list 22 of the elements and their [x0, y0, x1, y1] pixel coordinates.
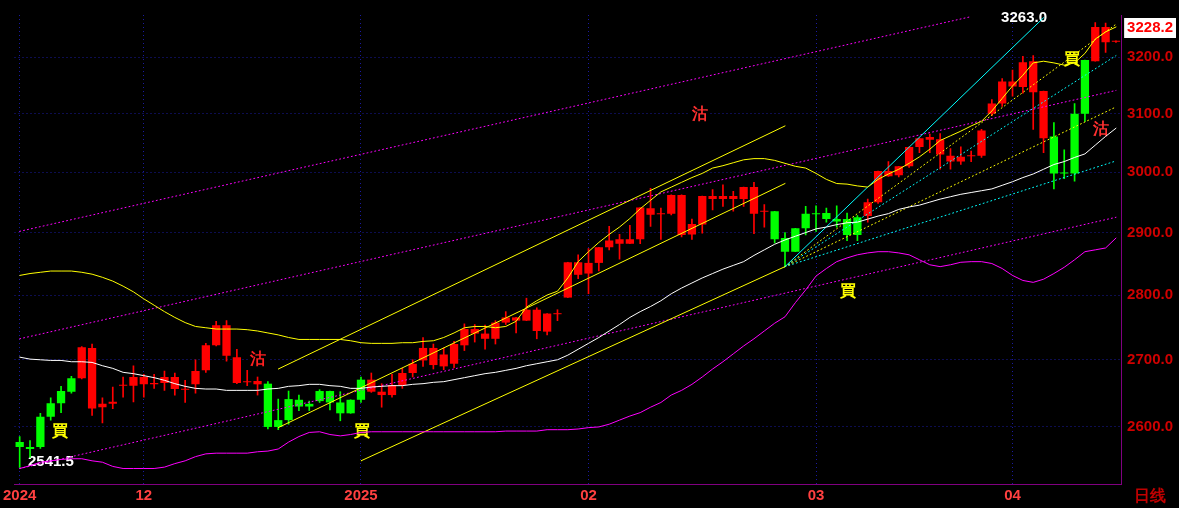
y-tick-label: 2800.0	[1127, 285, 1174, 303]
annotation: 沽	[249, 349, 266, 369]
y-tick-label: 2700.0	[1127, 349, 1174, 367]
annotation: 沽	[691, 104, 708, 124]
y-tick-label: 2900.0	[1127, 222, 1174, 240]
y-tick-label: 2600.0	[1127, 417, 1174, 435]
annotation: 3263.0	[1001, 8, 1047, 26]
x-tick-label: 2025	[344, 486, 378, 504]
annotation: 買	[51, 421, 68, 441]
annotation: 沽	[1092, 119, 1109, 139]
annotation: 買	[1063, 49, 1080, 69]
y-tick-label: 3100.0	[1127, 103, 1174, 121]
y-tick-label: 3200.0	[1127, 47, 1174, 65]
y-tick-label: 3000.0	[1127, 162, 1174, 180]
text: 日线	[1134, 486, 1166, 506]
x-tick-label: 03	[807, 486, 825, 504]
x-tick-label: 02	[580, 486, 597, 504]
annotation: 買	[839, 281, 856, 301]
x-tick-label: 2024	[3, 486, 38, 504]
x-tick-label: 12	[135, 486, 153, 504]
text: 3228.2	[1127, 18, 1174, 36]
x-tick-label: 04	[1004, 486, 1022, 504]
